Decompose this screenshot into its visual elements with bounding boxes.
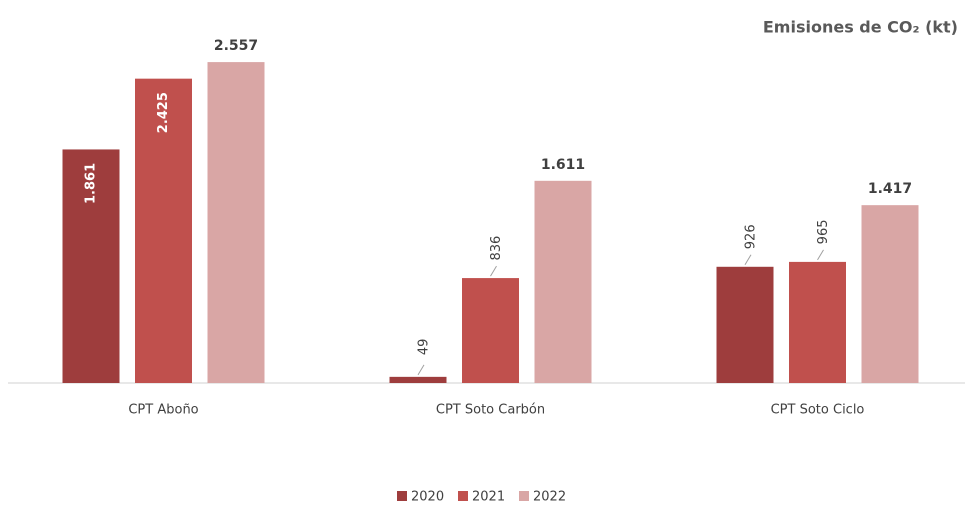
legend-swatch bbox=[397, 491, 407, 501]
legend-label: 2020 bbox=[411, 490, 444, 505]
legend-label: 2021 bbox=[472, 490, 505, 505]
legend-swatch bbox=[519, 491, 529, 501]
bar bbox=[62, 149, 120, 383]
bar bbox=[462, 278, 519, 383]
bar bbox=[207, 62, 265, 384]
bar bbox=[135, 78, 192, 383]
value-label: 965 bbox=[816, 219, 831, 244]
value-label: 2.425 bbox=[156, 92, 171, 133]
value-label: 836 bbox=[489, 236, 504, 261]
leader-line bbox=[817, 249, 824, 261]
leader-line bbox=[744, 254, 752, 266]
chart-title: Emisiones de CO₂ (kt) bbox=[763, 18, 958, 37]
value-label: 926 bbox=[744, 224, 759, 249]
x-tick-label: CPT Aboño bbox=[128, 403, 198, 418]
bar bbox=[861, 205, 919, 383]
bar bbox=[389, 376, 447, 383]
legend-swatch bbox=[458, 491, 468, 501]
x-tick-label: CPT Soto Carbón bbox=[436, 403, 545, 418]
value-label: 49 bbox=[417, 339, 432, 356]
leader-line bbox=[417, 364, 425, 376]
x-tick-label: CPT Soto Ciclo bbox=[771, 403, 865, 418]
value-label: 2.557 bbox=[214, 38, 258, 54]
leader-line bbox=[490, 265, 497, 277]
bar bbox=[789, 261, 846, 383]
legend-label: 2022 bbox=[533, 490, 566, 505]
value-label: 1.417 bbox=[868, 181, 912, 197]
value-label: 1.611 bbox=[541, 157, 585, 173]
bar bbox=[716, 266, 774, 383]
bar bbox=[534, 180, 592, 383]
value-label: 1.861 bbox=[84, 163, 99, 204]
